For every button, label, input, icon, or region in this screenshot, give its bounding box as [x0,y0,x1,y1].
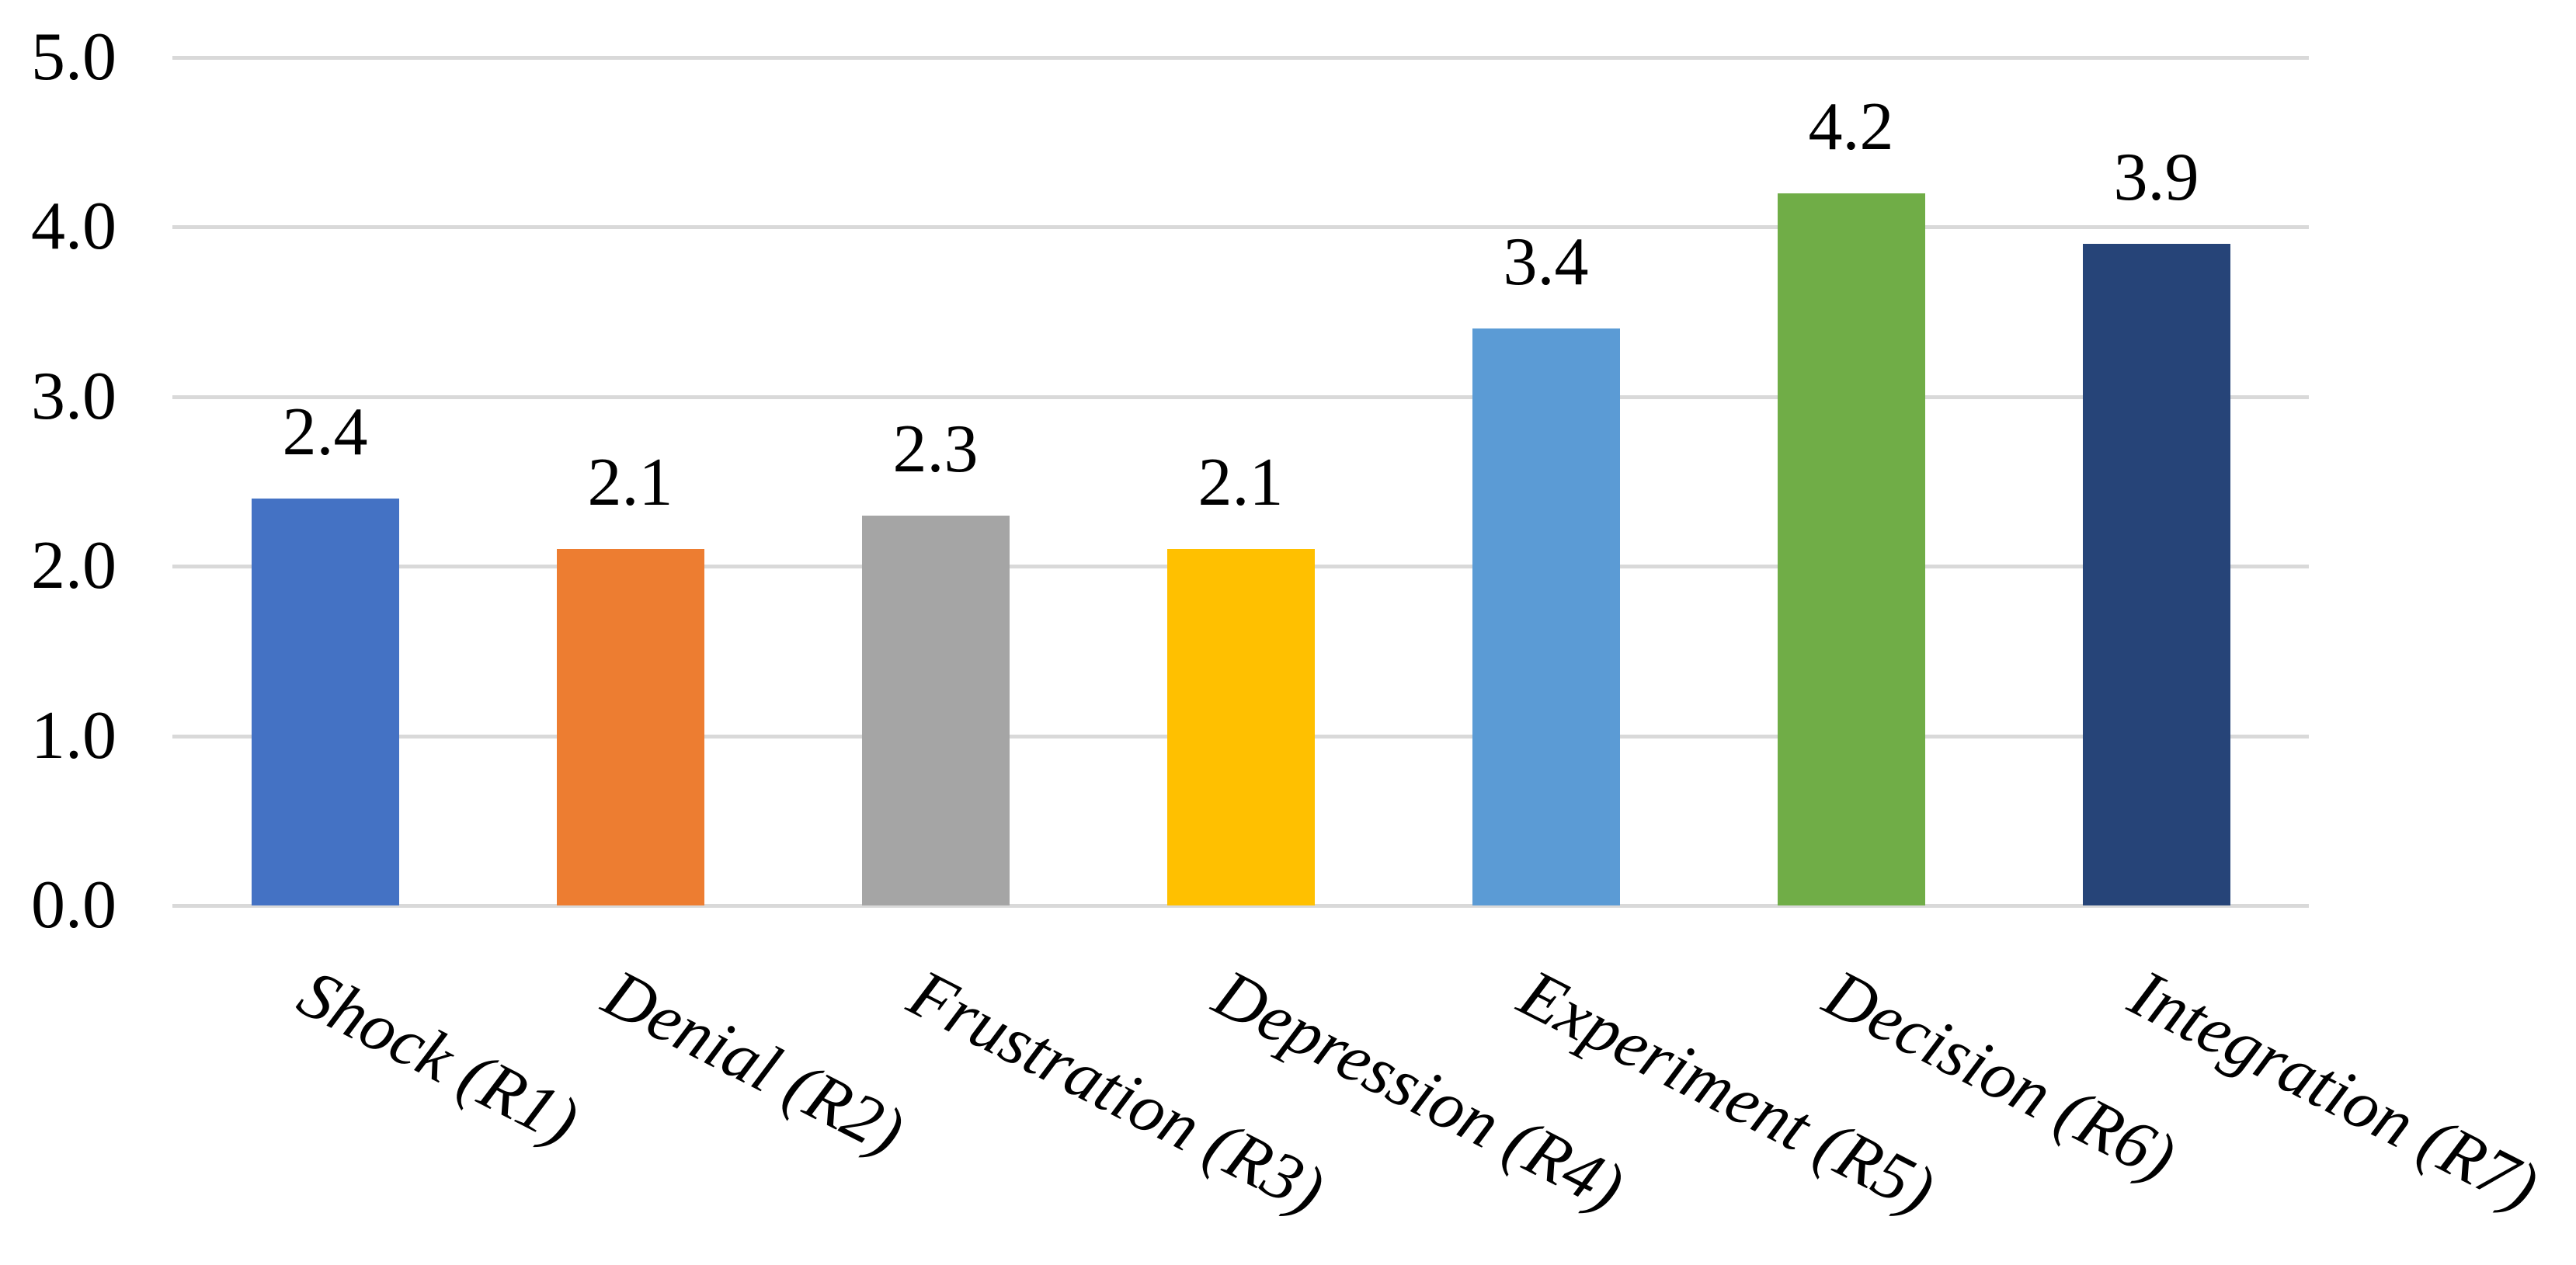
bar [1472,328,1620,905]
bar-value-label: 4.2 [1808,89,1894,165]
bar-value-label: 2.1 [1198,445,1284,521]
gridline [172,56,2309,60]
y-tick-label: 2.0 [31,528,116,604]
bar [556,549,704,905]
gridline [172,904,2309,908]
y-tick-label: 4.0 [31,189,116,265]
bar-value-label: 3.4 [1503,224,1589,301]
x-category-label: Integration (R7) [2117,955,2550,1225]
bar [251,498,399,905]
bar-value-label: 2.3 [892,411,979,487]
x-category-label: Shock (R1) [286,955,589,1160]
bar [1166,549,1315,905]
gridline [172,394,2309,399]
bar [2082,244,2230,905]
y-tick-label: 3.0 [31,358,116,434]
y-tick-label: 1.0 [31,697,116,773]
x-category-label: Denial (R2) [591,955,916,1170]
gridline [172,225,2309,230]
y-tick-label: 0.0 [31,867,116,943]
bar-value-label: 3.9 [2113,140,2199,216]
bar [1777,193,1925,905]
y-tick-label: 5.0 [31,19,116,95]
bar-value-label: 2.4 [282,394,368,470]
bar [861,515,1010,905]
bar-value-label: 2.1 [587,445,673,521]
